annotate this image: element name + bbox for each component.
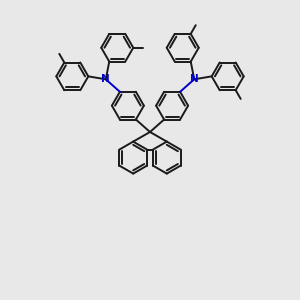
Text: N: N	[190, 74, 199, 84]
Text: N: N	[101, 74, 110, 84]
